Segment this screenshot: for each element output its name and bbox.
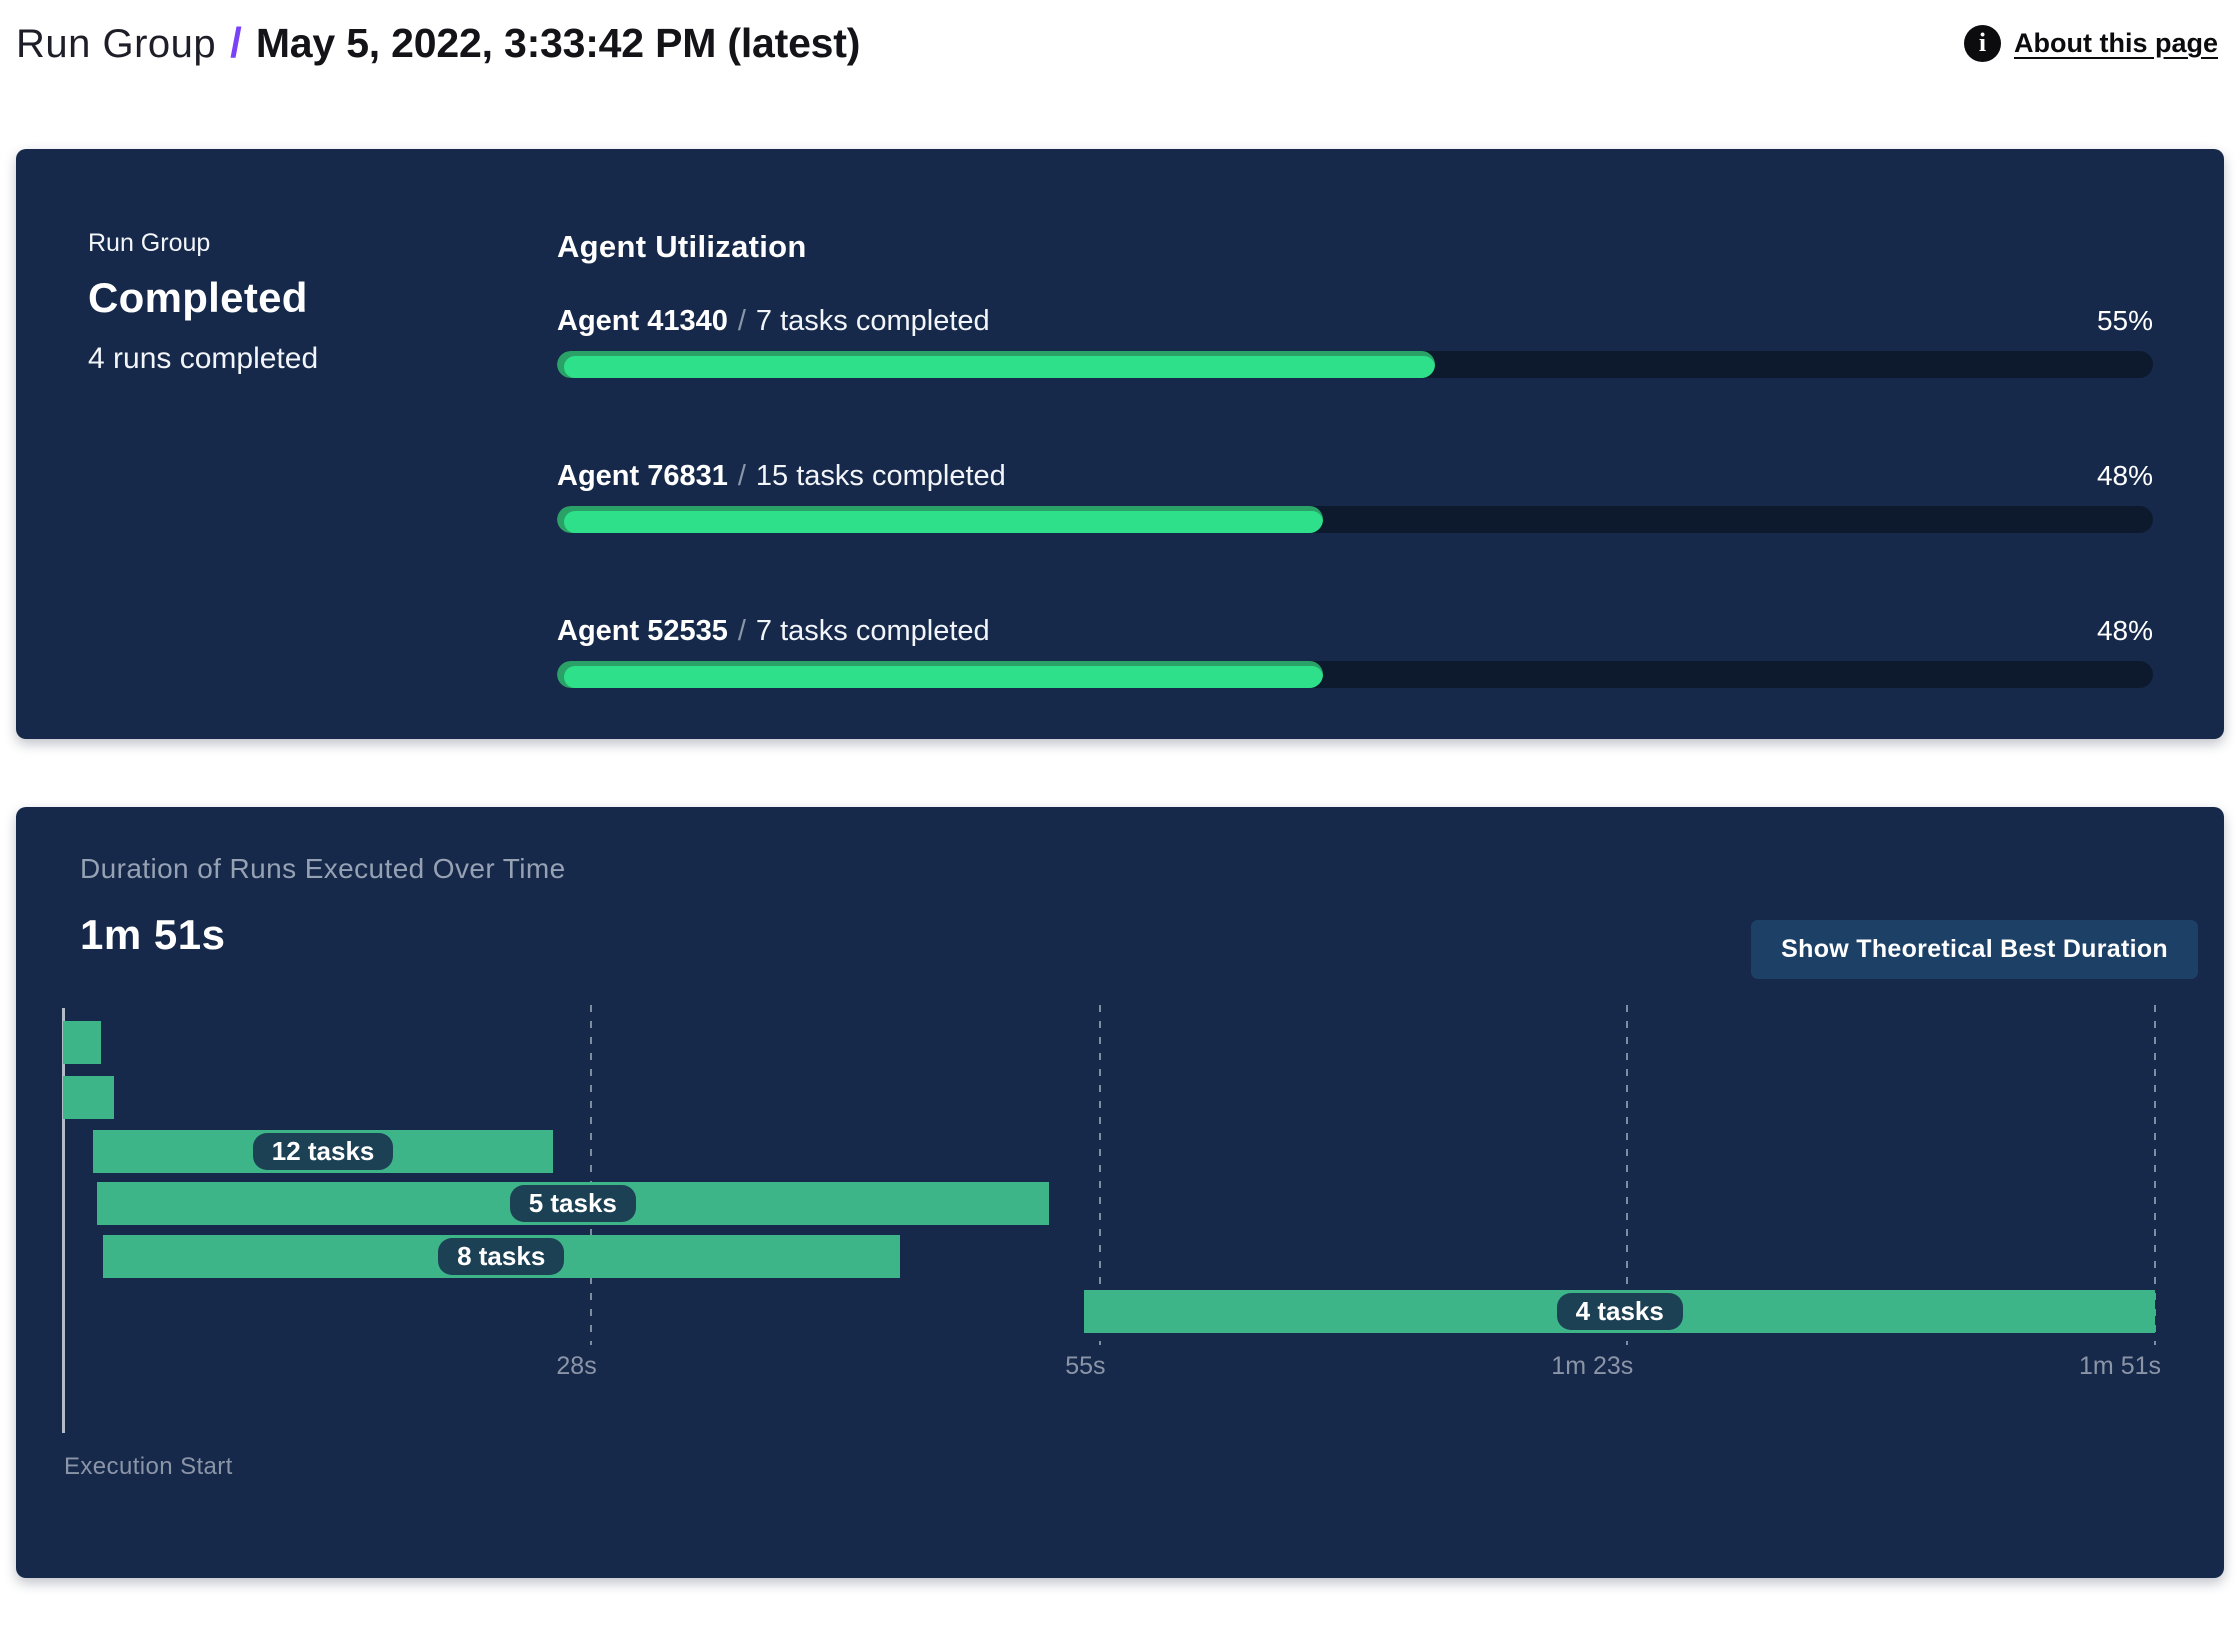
runs-completed-text: 4 runs completed	[88, 342, 319, 375]
run-duration-bar	[63, 1076, 114, 1119]
time-gridline	[1098, 1005, 1101, 1345]
agent-utilization-title: Agent Utilization	[557, 229, 807, 264]
utilization-progress-fill	[557, 351, 1435, 378]
duration-chart-header: Duration of Runs Executed Over Time 1m 5…	[16, 807, 2224, 979]
time-gridline	[589, 1005, 592, 1345]
time-tick-label: 1m 51s	[2079, 1352, 2161, 1380]
time-tick-label: 55s	[1065, 1352, 1106, 1380]
breadcrumb-root: Run Group	[16, 22, 217, 66]
utilization-progress-fill-highlight	[564, 666, 1324, 688]
gantt-chart: 28s 55s 1m 23s 1m 51s 12 tasks 5 tasks 8 tasks…	[62, 1005, 2161, 1433]
duration-chart-title: Duration of Runs Executed Over Time	[80, 853, 566, 884]
utilization-progress-track	[557, 506, 2153, 533]
agent-utilization-percent: 48%	[2096, 615, 2153, 646]
agent-name: Agent 52535	[557, 615, 728, 647]
agent-separator: /	[737, 305, 746, 337]
time-gridline	[1626, 1005, 1629, 1345]
run-duration-bar: 12 tasks	[93, 1130, 553, 1173]
agent-tasks-completed: 7 tasks completed	[755, 615, 990, 647]
agent-label-line: Agent 41340 / 7 tasks completed 55%	[557, 305, 2153, 338]
page-header: Run Group / May 5, 2022, 3:33:42 PM (lat…	[16, 14, 2224, 72]
agent-utilization-row: Agent 41340 / 7 tasks completed 55%	[557, 305, 2153, 378]
utilization-progress-track	[557, 351, 2153, 378]
agent-label-line: Agent 52535 / 7 tasks completed 48%	[557, 615, 2153, 648]
about-this-page-link[interactable]: i About this page	[1964, 24, 2218, 62]
agent-name: Agent 41340	[557, 305, 728, 337]
utilization-progress-fill-highlight	[564, 511, 1324, 533]
run-group-status-block: Run Group Completed 4 runs completed	[88, 229, 557, 659]
time-tick-label: 28s	[556, 1352, 597, 1380]
task-count-pill: 8 tasks	[438, 1238, 565, 1275]
agent-name: Agent 76831	[557, 460, 728, 492]
agent-utilization-row: Agent 52535 / 7 tasks completed 48%	[557, 615, 2153, 688]
task-count-pill: 5 tasks	[509, 1185, 636, 1222]
breadcrumb-separator: /	[230, 19, 242, 66]
task-count-pill: 12 tasks	[252, 1133, 394, 1170]
task-count-pill: 4 tasks	[1556, 1293, 1683, 1330]
agent-tasks-completed: 7 tasks completed	[755, 305, 990, 337]
agent-utilization-section: Agent Utilization Agent 41340 / 7 tasks co…	[557, 229, 2153, 688]
agent-utilization-percent: 48%	[2096, 460, 2153, 491]
show-theoretical-best-duration-button[interactable]: Show Theoretical Best Duration	[1751, 920, 2198, 979]
info-icon: i	[1964, 24, 2001, 62]
duration-chart-titles: Duration of Runs Executed Over Time 1m 5…	[80, 853, 566, 959]
duration-chart-panel: Duration of Runs Executed Over Time 1m 5…	[16, 807, 2224, 1578]
run-duration-bar: 8 tasks	[102, 1235, 900, 1278]
utilization-progress-fill	[557, 506, 1324, 533]
page-title: May 5, 2022, 3:33:42 PM (latest)	[255, 20, 861, 66]
execution-start-label: Execution Start	[64, 1453, 233, 1480]
about-link-label: About this page	[2014, 27, 2218, 58]
agent-utilization-row: Agent 76831 / 15 tasks completed 48%	[557, 460, 2153, 533]
run-group-label: Run Group	[88, 229, 211, 257]
agent-separator: /	[737, 460, 746, 492]
time-tick-label: 1m 23s	[1551, 1352, 1634, 1380]
total-duration-value: 1m 51s	[80, 911, 226, 958]
utilization-progress-track	[557, 661, 2153, 688]
breadcrumb: Run Group / May 5, 2022, 3:33:42 PM (lat…	[16, 19, 860, 67]
run-duration-bar	[63, 1021, 101, 1064]
agent-utilization-percent: 55%	[2096, 305, 2153, 336]
agent-rows: Agent 41340 / 7 tasks completed 55% Agent 76…	[557, 305, 2153, 688]
run-duration-bar: 5 tasks	[96, 1182, 1049, 1225]
time-gridline	[2154, 1005, 2156, 1345]
execution-start-axis-line	[62, 1008, 65, 1433]
run-duration-bar: 4 tasks	[1084, 1290, 2155, 1333]
utilization-progress-fill	[557, 661, 1324, 688]
utilization-progress-fill-highlight	[564, 356, 1435, 378]
run-group-status: Completed	[88, 274, 308, 321]
agent-tasks-completed: 15 tasks completed	[755, 460, 1006, 492]
agent-label-line: Agent 76831 / 15 tasks completed 48%	[557, 460, 2153, 493]
agent-separator: /	[737, 615, 746, 647]
run-group-summary-panel: Run Group Completed 4 runs completed Age…	[16, 149, 2224, 739]
